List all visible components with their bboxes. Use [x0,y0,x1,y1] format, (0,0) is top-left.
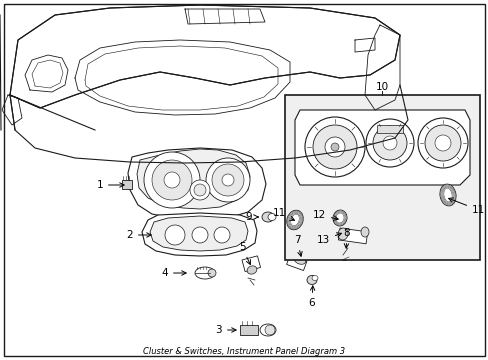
Circle shape [152,160,192,200]
Ellipse shape [207,269,216,277]
Polygon shape [128,148,265,220]
Circle shape [382,136,396,150]
Text: 10: 10 [375,82,388,92]
Bar [242,256,260,271]
Ellipse shape [195,267,215,279]
Circle shape [305,117,364,177]
Circle shape [205,158,249,202]
Circle shape [325,137,345,157]
Ellipse shape [337,228,347,240]
Ellipse shape [439,184,455,206]
Bar [122,180,132,189]
Circle shape [434,135,450,151]
Text: 4: 4 [161,268,186,278]
Ellipse shape [267,213,275,220]
Text: 9: 9 [245,212,258,222]
Polygon shape [142,213,257,256]
Polygon shape [137,149,249,209]
Text: 11: 11 [447,198,484,215]
Circle shape [424,125,460,161]
Text: 8: 8 [343,228,349,248]
Polygon shape [10,5,399,108]
Circle shape [163,172,180,188]
Text: 12: 12 [312,210,338,220]
Bar [240,325,258,335]
Circle shape [330,143,338,151]
Text: 7: 7 [293,235,302,256]
Circle shape [214,227,229,243]
Text: 3: 3 [215,325,236,335]
Text: Cluster & Switches, Instrument Panel Diagram 3: Cluster & Switches, Instrument Panel Dia… [142,347,345,356]
Circle shape [143,152,200,208]
Text: 13: 13 [316,233,341,245]
Ellipse shape [332,210,346,226]
Circle shape [194,184,205,196]
Circle shape [365,119,413,167]
Circle shape [312,125,356,169]
Ellipse shape [340,249,349,261]
Ellipse shape [286,210,303,230]
Text: 6: 6 [308,286,315,308]
Circle shape [222,174,234,186]
Circle shape [372,126,406,160]
Circle shape [417,118,467,168]
Text: 5: 5 [238,242,250,265]
Text: 11: 11 [272,208,294,220]
Bar [285,95,479,260]
Bar [376,125,402,133]
Ellipse shape [294,256,305,264]
Bar [338,228,367,244]
Ellipse shape [246,266,256,274]
Text: 1: 1 [96,180,124,190]
Circle shape [190,180,209,200]
Text: 2: 2 [126,230,151,240]
Circle shape [164,225,184,245]
Ellipse shape [260,324,275,336]
Bar [286,255,306,271]
Ellipse shape [311,275,317,280]
Ellipse shape [306,275,316,284]
Ellipse shape [262,212,273,222]
Ellipse shape [360,227,368,237]
Circle shape [212,164,244,196]
Polygon shape [294,110,469,185]
Circle shape [192,227,207,243]
Circle shape [264,325,274,335]
Polygon shape [150,216,247,251]
